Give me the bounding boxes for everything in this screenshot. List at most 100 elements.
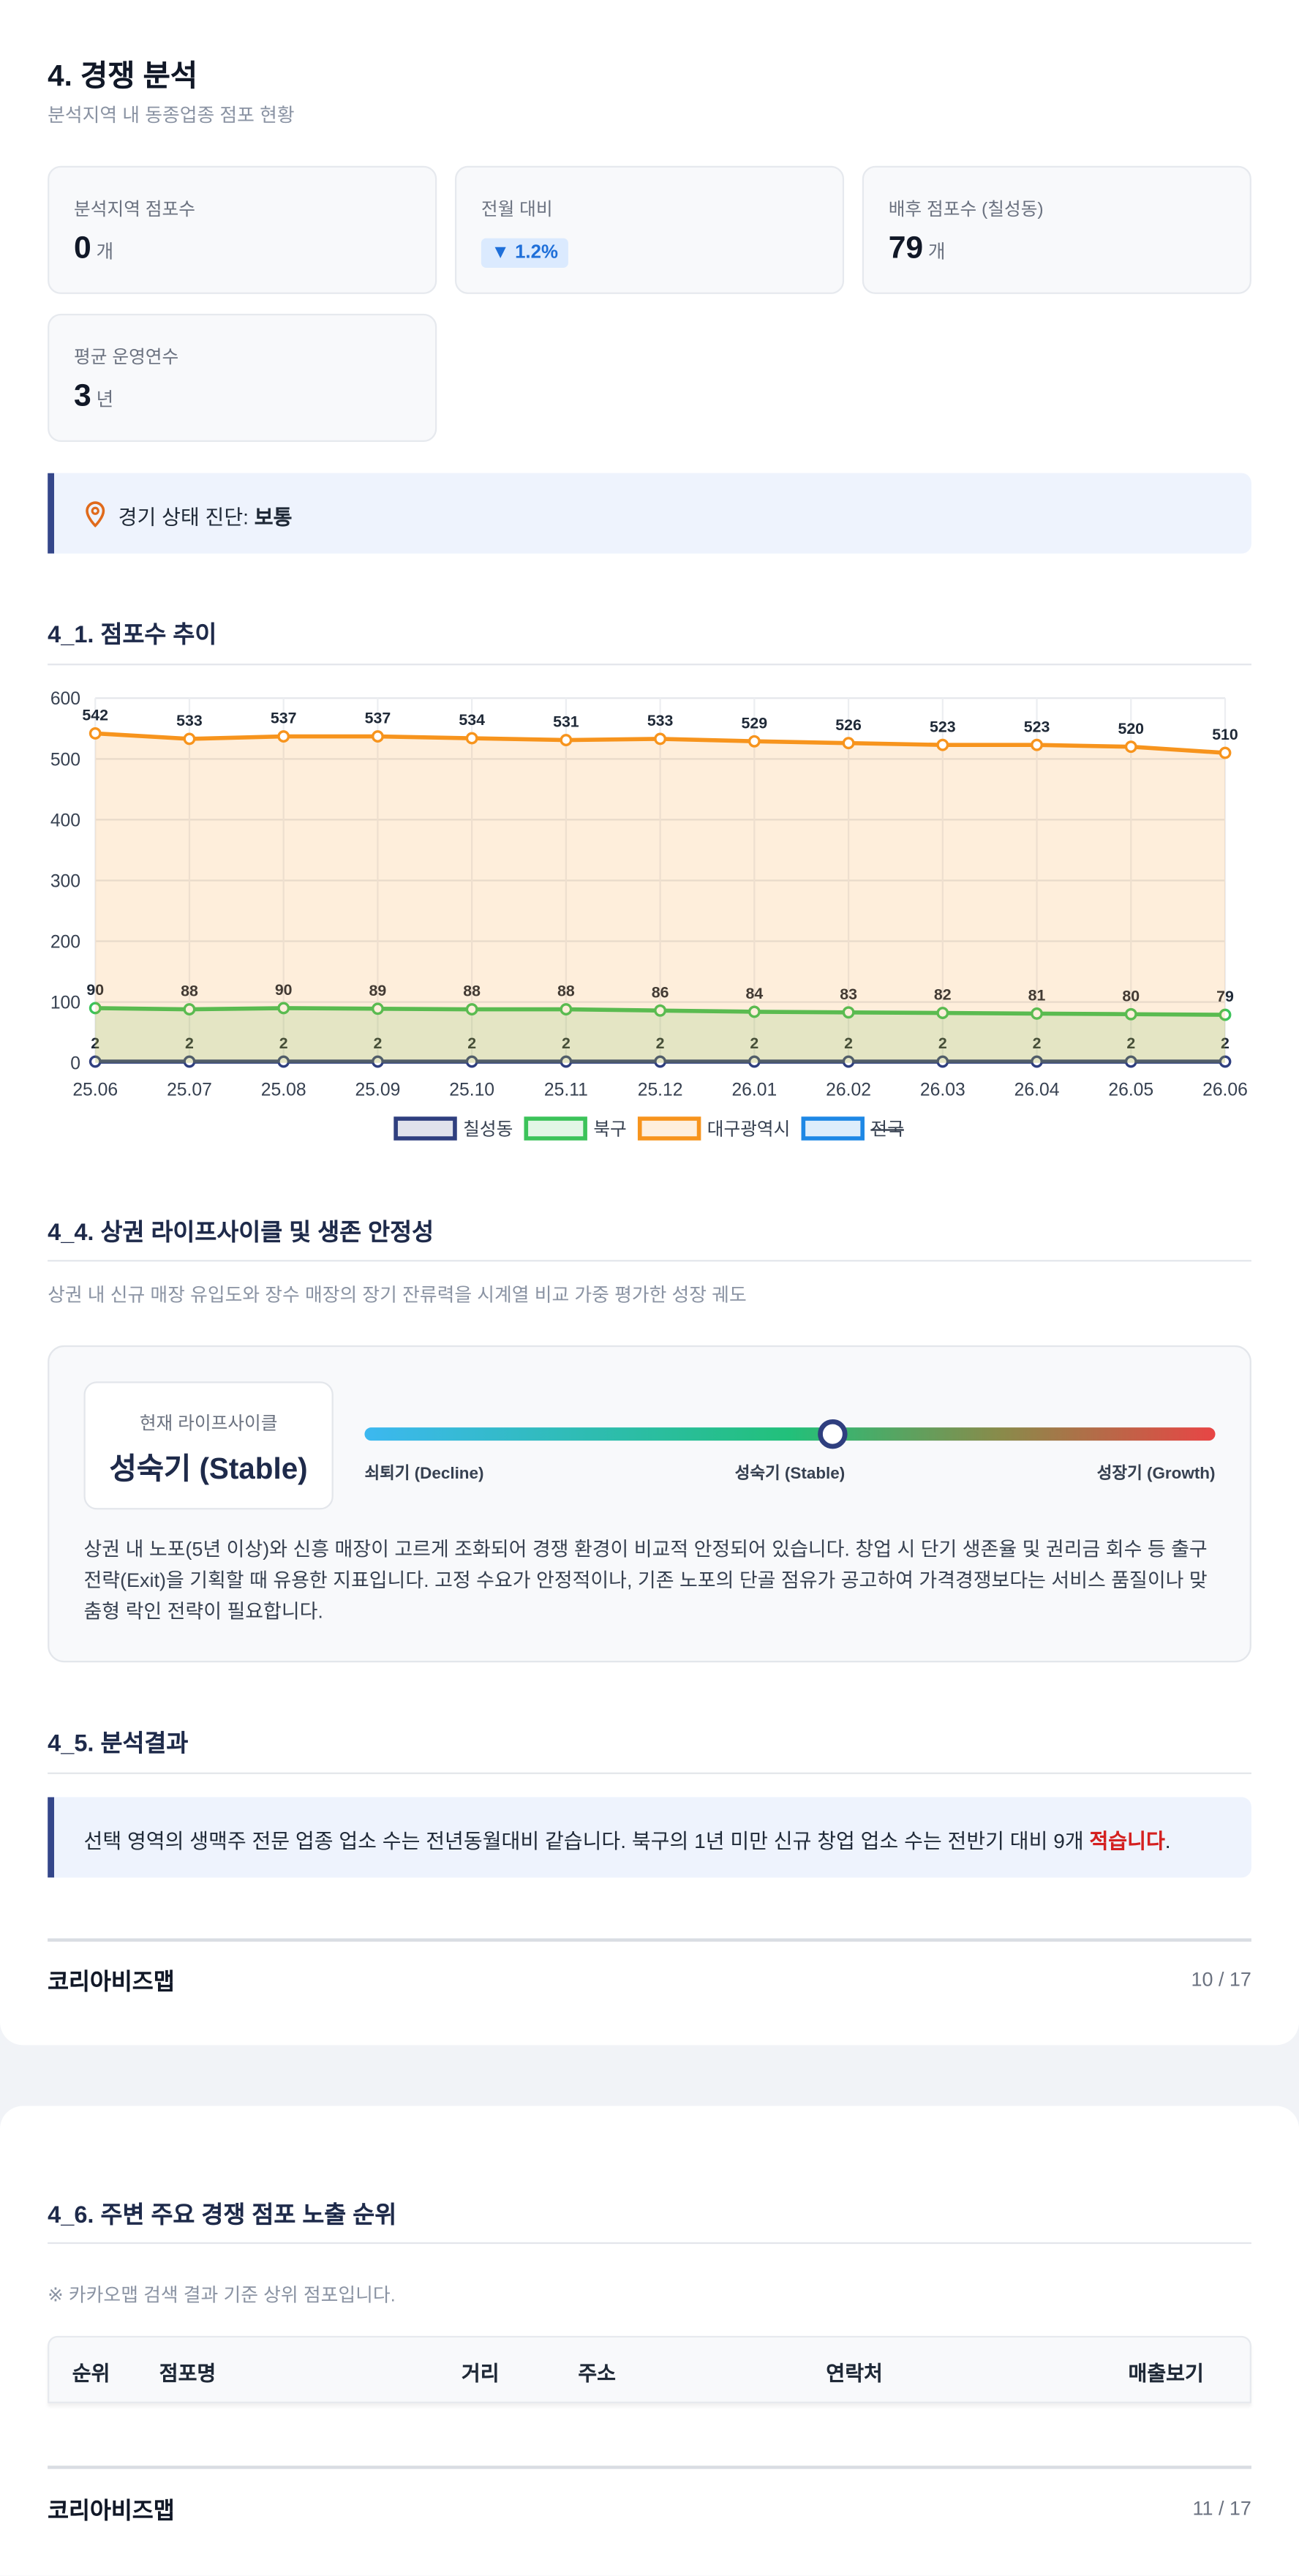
result-box: 선택 영역의 생맥주 전문 업종 업소 수는 전년동월대비 같습니다. 북구의 …	[48, 1797, 1251, 1878]
stat-unit: 개	[927, 243, 946, 263]
data-point	[465, 1055, 478, 1068]
data-point	[183, 1055, 196, 1068]
data-label: 2	[1221, 1034, 1230, 1052]
scale-label: 쇠퇴기 (Decline)	[364, 1465, 484, 1484]
chart: 0 100 200 300 400 500 600 25.06 25.07 25.08 25.09 2…	[50, 689, 1248, 1141]
y-tick-label: 500	[50, 750, 80, 770]
data-label: 537	[365, 710, 391, 727]
change-badge: ▼ 1.2%	[481, 238, 568, 268]
lifecycle-paragraph: 상권 내 노포(5년 이상)와 신흥 매장이 고르게 조화되어 경쟁 환경이 비…	[83, 1537, 1208, 1623]
legend-swatch	[637, 1116, 701, 1141]
divider	[48, 2242, 1251, 2245]
section-heading: 4_1. 점포수 추이	[48, 622, 217, 649]
data-point	[465, 732, 478, 745]
stat-card: 배후 점포수 (칠성동) 79 개	[862, 165, 1251, 294]
data-label: 2	[467, 1034, 476, 1052]
data-point	[465, 1003, 478, 1016]
data-label: 533	[647, 712, 674, 729]
data-label: 89	[369, 982, 387, 999]
data-point	[936, 738, 949, 751]
stat-value: 79	[888, 231, 924, 266]
data-label: 2	[656, 1034, 665, 1052]
section-title: 4. 경쟁 분석	[48, 59, 198, 92]
data-label: 2	[938, 1034, 947, 1052]
data-point	[842, 1055, 855, 1068]
data-point	[89, 1055, 102, 1068]
data-point	[183, 1003, 196, 1016]
y-tick-label: 600	[50, 689, 80, 709]
section-description: 상권 내 신규 매장 유입도와 장수 매장의 장기 잔류력을 시계열 비교 가중…	[48, 1286, 747, 1307]
data-point	[89, 727, 102, 740]
data-point	[89, 1002, 102, 1015]
data-label: 83	[840, 985, 857, 1003]
data-label: 510	[1212, 726, 1238, 743]
section-subtitle: 분석지역 내 동종업종 점포 현황	[48, 106, 295, 127]
data-label: 2	[185, 1034, 194, 1052]
stat-unit: 개	[96, 243, 114, 263]
stat-card: 평균 운영연수 3 년	[48, 313, 437, 442]
footer-rule	[48, 1938, 1251, 1942]
lifecycle-label: 현재 라이프사이클	[139, 1414, 278, 1435]
table-header	[48, 2335, 1251, 2403]
lifecycle-value: 성숙기 (Stable)	[109, 1452, 308, 1485]
data-label: 88	[181, 983, 198, 1000]
x-tick-label: 26.06	[1202, 1081, 1248, 1100]
data-label: 79	[1216, 988, 1234, 1005]
stat-value: 3	[74, 379, 91, 414]
data-label: 520	[1118, 720, 1144, 737]
stat-card: 전월 대비 ▼ 1.2%	[454, 165, 845, 294]
stat-value: 0	[74, 231, 91, 266]
legend-swatch	[524, 1116, 587, 1141]
data-label: 526	[835, 716, 862, 734]
data-point	[842, 737, 855, 750]
data-label: 531	[553, 713, 579, 731]
footer-brand: 코리아비즈맵	[48, 1967, 175, 1994]
data-label: 523	[1024, 718, 1050, 735]
data-label: 2	[1126, 1034, 1135, 1052]
scale-label: 성숙기 (Stable)	[734, 1465, 846, 1484]
scale-label: 성장기 (Growth)	[1096, 1465, 1216, 1484]
data-label: 88	[557, 983, 575, 1000]
data-point	[654, 732, 667, 746]
pin-icon	[86, 501, 105, 527]
stat-label: 평균 운영연수	[74, 348, 179, 368]
y-tick-label: 0	[70, 1054, 80, 1074]
data-label: 542	[82, 706, 108, 724]
legend-label: 칠성동	[463, 1119, 513, 1140]
data-label: 523	[930, 718, 956, 735]
lifecycle-card: 현재 라이프사이클 성숙기 (Stable)	[83, 1381, 334, 1510]
x-tick-label: 26.03	[920, 1081, 965, 1100]
data-point	[277, 1055, 290, 1068]
diagnosis-label: 경기 상태 진단:	[118, 506, 255, 529]
data-label: 2	[373, 1034, 382, 1052]
x-tick-label: 25.09	[355, 1081, 401, 1100]
page-number: 10 / 17	[1191, 1967, 1251, 1991]
data-point	[936, 1007, 949, 1020]
page-number: 11 / 17	[1192, 2496, 1251, 2520]
lifecycle-bar	[364, 1427, 1216, 1441]
data-label: 2	[844, 1034, 853, 1052]
data-label: 529	[742, 714, 768, 732]
diagnosis-value: 보통	[254, 506, 293, 529]
y-tick-label: 100	[50, 994, 80, 1013]
data-point	[1124, 740, 1137, 754]
data-point	[560, 1055, 573, 1068]
data-label: 82	[934, 986, 952, 1004]
data-label: 2	[91, 1034, 99, 1052]
data-point	[1031, 738, 1043, 751]
data-point	[936, 1055, 949, 1068]
x-tick-label: 25.10	[449, 1081, 494, 1100]
data-point	[1219, 1008, 1232, 1021]
section-heading: 4_5. 분석결과	[48, 1731, 189, 1758]
data-label: 2	[1033, 1034, 1042, 1052]
area	[95, 1007, 1225, 1063]
legend-label: 대구광역시	[707, 1119, 791, 1140]
data-point	[1031, 1007, 1043, 1020]
column-header: 점포명	[159, 2362, 217, 2386]
data-point	[560, 734, 573, 746]
column-header: 연락처	[826, 2362, 883, 2386]
divider	[48, 664, 1251, 666]
x-tick-label: 25.12	[638, 1081, 683, 1100]
column-header: 거리	[461, 2362, 500, 2386]
